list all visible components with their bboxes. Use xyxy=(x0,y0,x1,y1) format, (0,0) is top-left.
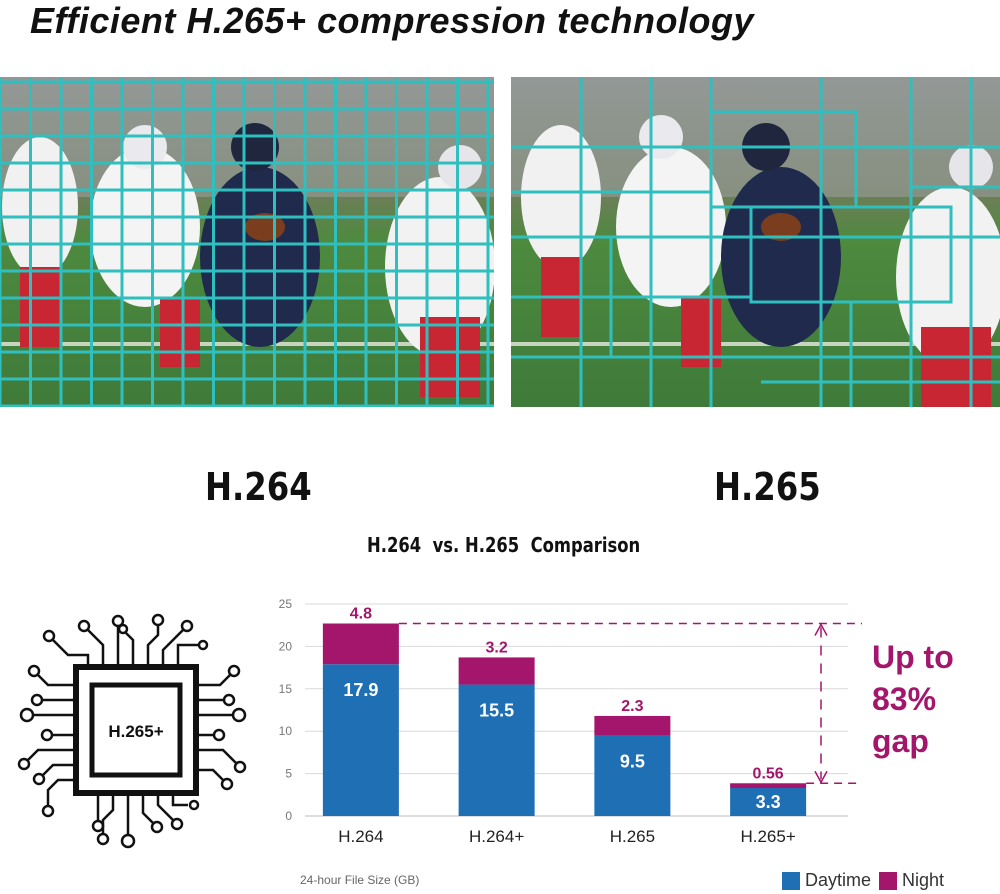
legend-label-night: Night xyxy=(902,870,945,890)
x-category-label: H.264+ xyxy=(469,827,524,846)
h264-football-photo xyxy=(0,77,494,407)
headline: Efficient H.265+ compression technology xyxy=(30,0,755,41)
bar-night xyxy=(458,657,535,685)
y-tick-label: 0 xyxy=(285,809,292,823)
gap-text-line-2: 83% xyxy=(872,681,937,717)
gap-arrow-head-bottom xyxy=(814,770,828,784)
legend-swatch-night xyxy=(879,871,898,890)
data-label-daytime: 9.5 xyxy=(620,751,645,771)
chart-title: H.264 vs. H.265 Comparison xyxy=(367,533,641,557)
h265-label: H.265 xyxy=(714,465,821,509)
legend-swatch-daytime xyxy=(782,871,800,890)
chip-icon: H.265+ xyxy=(8,605,258,860)
bar-daytime xyxy=(322,664,399,816)
x-category-label: H.265+ xyxy=(740,827,795,846)
bar-night xyxy=(322,623,399,665)
gap-text-line-3: gap xyxy=(872,723,929,759)
bar-daytime xyxy=(594,735,671,816)
legend-item-night: Night xyxy=(879,870,944,891)
chip-label: H.265+ xyxy=(108,722,163,741)
data-label-night: 4.8 xyxy=(350,606,372,623)
data-label-daytime: 3.3 xyxy=(756,792,781,812)
h265-football-photo xyxy=(511,77,1000,407)
x-category-label: H.264 xyxy=(338,827,383,846)
y-tick-label: 15 xyxy=(279,682,293,696)
bar-night xyxy=(730,783,807,789)
bar-night xyxy=(594,715,671,736)
y-tick-label: 20 xyxy=(279,639,293,653)
y-tick-label: 25 xyxy=(279,597,293,611)
y-tick-label: 5 xyxy=(285,767,292,781)
x-category-label: H.265 xyxy=(610,827,655,846)
h264-label: H.264 xyxy=(205,465,312,509)
data-label-night: 3.2 xyxy=(486,639,508,656)
y-tick-label: 10 xyxy=(279,724,293,738)
legend-label-daytime: Daytime xyxy=(805,870,872,890)
data-label-daytime: 15.5 xyxy=(479,701,514,721)
legend-item-daytime: Daytime xyxy=(782,870,871,891)
data-label-night: 0.56 xyxy=(753,765,784,782)
data-label-night: 2.3 xyxy=(621,698,643,715)
gap-annotation: Up to 83% gap xyxy=(872,636,954,762)
data-label-daytime: 17.9 xyxy=(343,680,378,700)
bar-daytime xyxy=(458,684,535,816)
x-axis-caption: 24-hour File Size (GB) xyxy=(300,873,420,887)
gap-arrow-head-top xyxy=(814,622,828,636)
bar-daytime xyxy=(730,788,807,816)
chart-legend: Daytime Night xyxy=(782,870,952,891)
gap-text-line-1: Up to xyxy=(872,639,954,675)
